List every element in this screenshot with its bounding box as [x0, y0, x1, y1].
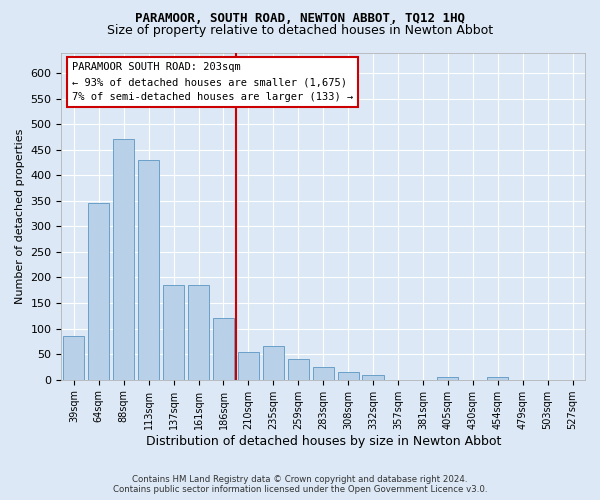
Bar — [163, 285, 184, 380]
Bar — [487, 377, 508, 380]
Bar — [313, 367, 334, 380]
Text: PARAMOOR, SOUTH ROAD, NEWTON ABBOT, TQ12 1HQ: PARAMOOR, SOUTH ROAD, NEWTON ABBOT, TQ12… — [135, 12, 465, 24]
Text: PARAMOOR SOUTH ROAD: 203sqm
← 93% of detached houses are smaller (1,675)
7% of s: PARAMOOR SOUTH ROAD: 203sqm ← 93% of det… — [72, 62, 353, 102]
Bar — [188, 285, 209, 380]
Bar — [213, 318, 234, 380]
X-axis label: Distribution of detached houses by size in Newton Abbot: Distribution of detached houses by size … — [146, 434, 501, 448]
Bar — [287, 360, 309, 380]
Bar — [437, 377, 458, 380]
Text: Contains HM Land Registry data © Crown copyright and database right 2024.
Contai: Contains HM Land Registry data © Crown c… — [113, 474, 487, 494]
Bar — [238, 352, 259, 380]
Bar — [63, 336, 85, 380]
Text: Size of property relative to detached houses in Newton Abbot: Size of property relative to detached ho… — [107, 24, 493, 37]
Bar — [362, 374, 383, 380]
Bar — [263, 346, 284, 380]
Bar — [338, 372, 359, 380]
Bar — [88, 204, 109, 380]
Y-axis label: Number of detached properties: Number of detached properties — [15, 128, 25, 304]
Bar — [138, 160, 159, 380]
Bar — [113, 140, 134, 380]
